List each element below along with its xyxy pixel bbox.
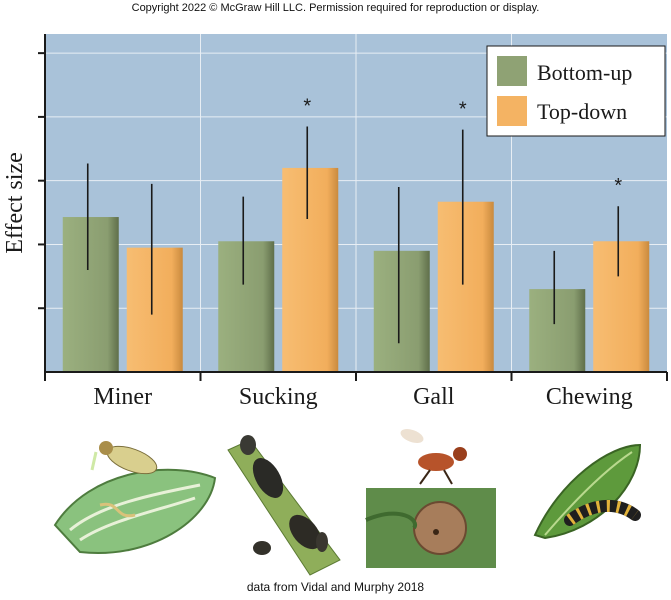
bar-gall-bottom-up <box>373 250 430 372</box>
aphids-on-stem-icon <box>227 435 341 576</box>
legend-label-top-down: Top-down <box>537 99 627 124</box>
bar-miner-bottom-up <box>62 217 119 372</box>
axes-group <box>38 34 668 381</box>
bar-miner-top-down <box>126 247 183 372</box>
significance-group: * * * <box>303 95 622 197</box>
bar-chewing-bottom-up <box>529 289 586 372</box>
x-label-gall: Gall <box>413 384 455 410</box>
legend-label-bottom-up: Bottom-up <box>537 60 632 85</box>
bar-gall-top-down <box>437 201 494 372</box>
bars-group <box>62 167 650 372</box>
legend-swatch-bottom-up <box>497 56 527 86</box>
x-label-sucking: Sucking <box>239 384 318 410</box>
significance-star-gall: * <box>459 99 467 121</box>
significance-star-chewing: * <box>614 175 622 197</box>
bar-chewing-top-down <box>593 241 650 372</box>
legend-swatch-top-down <box>497 96 527 126</box>
x-label-miner: Miner <box>93 384 152 410</box>
bar-sucking-top-down <box>282 167 339 372</box>
x-label-chewing: Chewing <box>546 384 633 410</box>
bar-sucking-bottom-up <box>218 241 275 372</box>
legend: Bottom-up Top-down <box>486 45 666 137</box>
copyright-notice: Copyright 2022 © McGraw Hill LLC. Permis… <box>131 2 540 14</box>
error-bars-group <box>86 126 620 344</box>
y-axis-label: Effect size <box>2 152 28 254</box>
leaf-miner-larva-icon <box>53 441 217 554</box>
caterpillar-on-leaf-icon <box>533 443 642 540</box>
gall-wasp-and-gall-icon <box>365 429 496 568</box>
data-source-note: data from Vidal and Murphy 2018 <box>246 580 425 594</box>
x-tick-labels: Miner Sucking Gall Chewing <box>93 384 632 410</box>
significance-star-sucking: * <box>303 95 311 117</box>
